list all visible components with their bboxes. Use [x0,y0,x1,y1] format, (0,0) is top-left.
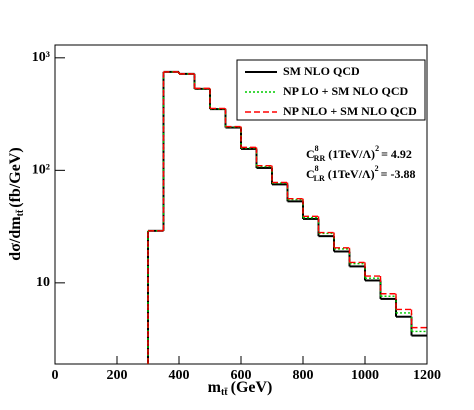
y-tick-label: 10³ [32,50,50,65]
x-tick-label: 600 [231,368,252,383]
x-label-main: m [208,379,222,396]
y-label-main: dσ/dm [7,216,24,261]
y-axis-label: dσ/dmtt̄ (fb/GeV) [7,147,27,260]
x-tick-label: 800 [293,368,314,383]
ann-power: 2 [375,164,379,173]
ann-factor: (1TeV/Λ) [328,167,375,181]
x-tick-label: 0 [52,368,59,383]
ann-sup: 8 [315,144,319,153]
x-axis-label: mtt̄ (GeV) [208,379,273,399]
ann-power: 2 [375,144,379,153]
ann-value: = -3.88 [381,167,416,181]
ann-sub: LR [314,174,325,183]
x-label-unit: (GeV) [231,379,273,396]
x-tick-label: 400 [169,368,190,383]
x-tick-label: 1000 [351,368,379,383]
x-label-sub: tt̄ [221,387,228,398]
y-label-sub: tt̄ [15,209,26,216]
y-tick-label: 10² [32,163,50,178]
legend-label: SM NLO QCD [283,64,360,78]
annotation: C8 LR (1TeV/Λ)2 = -3.88 [306,164,415,183]
legend-label: NP NLO + SM NLO QCD [283,104,417,118]
ann-sup: 8 [315,164,319,173]
x-tick-label: 200 [107,368,128,383]
ann-value: = 4.92 [381,147,412,161]
ann-sub: RR [314,154,326,163]
annotation: C8 RR (1TeV/Λ)2 = 4.92 [306,144,412,163]
ann-factor: (1TeV/Λ) [328,147,375,161]
x-tick-label: 1200 [413,368,441,383]
ann-symbol: C [306,167,315,181]
legend-label: NP LO + SM NLO QCD [283,84,409,98]
legend-box [236,59,426,121]
y-label-unit: (fb/GeV) [7,147,24,207]
ann-symbol: C [306,147,315,161]
y-tick-label: 10 [36,275,50,290]
